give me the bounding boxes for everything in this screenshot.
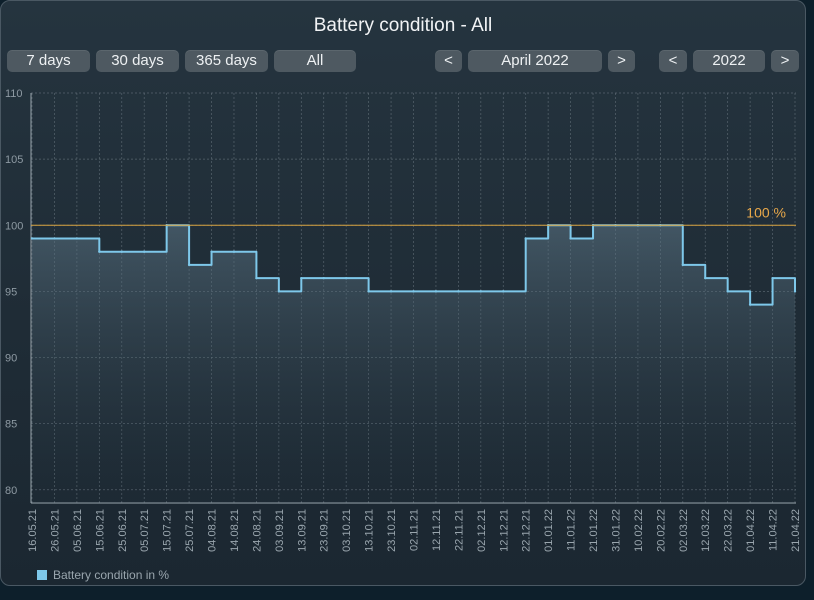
series-point: [232, 250, 236, 253]
year-prev-button[interactable]: <: [659, 50, 687, 72]
month-prev-button[interactable]: <: [435, 50, 462, 72]
x-tick-label: 01.01.22: [543, 509, 555, 552]
range-365-days-button[interactable]: 365 days: [185, 50, 268, 72]
legend-label: Battery condition in %: [53, 568, 170, 582]
legend-swatch: [37, 570, 47, 580]
x-tick-label: 23.10.21: [386, 509, 398, 552]
x-tick-label: 13.09.21: [296, 509, 308, 552]
series-point: [210, 250, 213, 253]
y-tick-label: 100: [5, 220, 23, 232]
x-tick-label: 24.08.21: [251, 509, 263, 552]
x-tick-label: 02.11.21: [409, 509, 421, 551]
y-tick-label: 80: [5, 485, 17, 497]
series-point: [704, 276, 707, 280]
series-point: [457, 290, 460, 293]
chart-legend: Battery condition in %: [37, 568, 169, 582]
series-point: [524, 237, 527, 240]
x-tick-label: 02.12.21: [476, 509, 488, 552]
x-tick-label: 15.06.21: [94, 509, 106, 552]
month-label: April 2022: [468, 50, 602, 72]
year-next-button[interactable]: >: [771, 50, 799, 72]
year-label: 2022: [693, 50, 765, 72]
series-point: [255, 276, 258, 280]
series-point: [187, 263, 191, 267]
series-point: [53, 237, 56, 240]
series-area: [32, 225, 795, 504]
x-tick-label: 20.02.22: [655, 509, 667, 552]
series-point: [120, 250, 123, 253]
x-tick-label: 12.11.21: [431, 509, 443, 551]
x-tick-label: 11.04.22: [768, 509, 780, 551]
series-point: [143, 250, 146, 253]
x-tick-label: 23.09.21: [319, 509, 331, 552]
series-point: [98, 250, 101, 253]
range-30-days-button[interactable]: 30 days: [96, 50, 179, 72]
x-tick-label: 03.09.21: [274, 509, 286, 552]
x-tick-label: 11.01.22: [566, 509, 578, 551]
series-point: [75, 237, 79, 240]
x-tick-label: 04.08.21: [207, 509, 219, 552]
series-point: [748, 303, 752, 306]
y-tick-label: 105: [5, 154, 23, 166]
x-tick-label: 05.07.21: [139, 509, 151, 552]
battery-condition-chart: 80 85 90 95 100 105 110 16.05.21 26.05.21 05.06.2…: [5, 88, 802, 552]
x-tick-label: 21.01.22: [588, 509, 600, 552]
series-point: [30, 237, 34, 240]
range-all-button[interactable]: All: [274, 50, 356, 72]
y-tick-label: 95: [5, 286, 17, 298]
x-tick-label: 14.08.21: [229, 509, 241, 552]
series-point: [367, 290, 370, 293]
range-7-days-button[interactable]: 7 days: [7, 50, 90, 72]
x-tick-label: 25.07.21: [184, 509, 196, 552]
x-tick-label: 25.06.21: [117, 509, 129, 552]
x-tick-label: 22.03.22: [723, 509, 735, 552]
x-tick-label: 22.12.21: [521, 509, 533, 552]
series-point: [412, 290, 415, 293]
x-tick-label: 13.10.21: [364, 509, 376, 552]
series-point: [300, 276, 303, 280]
x-tick-label: 01.04.22: [745, 509, 757, 552]
x-tick-label: 21.04.22: [790, 509, 802, 552]
x-tick-label: 15.07.21: [162, 509, 174, 552]
x-tick-label: 16.05.21: [27, 509, 39, 552]
x-tick-label: 10.02.22: [633, 509, 645, 552]
y-tick-label: 90: [5, 353, 17, 365]
x-tick-label: 03.10.21: [341, 509, 353, 552]
x-tick-label: 31.01.22: [610, 509, 622, 552]
x-tick-label: 05.06.21: [72, 509, 84, 552]
x-tick-label: 12.12.21: [498, 509, 510, 552]
x-tick-label: 02.03.22: [678, 509, 690, 552]
series-point: [389, 290, 393, 293]
series-point: [479, 290, 483, 293]
series-point: [502, 290, 505, 293]
series-point: [434, 290, 438, 293]
app-window: Battery condition - All 7 days 30 days 3…: [0, 0, 806, 586]
x-tick-label: 22.11.21: [453, 509, 465, 551]
page-title: Battery condition - All: [313, 15, 493, 36]
reference-label: 100 %: [746, 204, 786, 220]
y-tick-label: 85: [5, 419, 17, 431]
series-point: [322, 276, 325, 280]
series-point: [277, 290, 281, 293]
x-tick-label: 12.03.22: [700, 509, 712, 552]
y-tick-label: 110: [5, 88, 23, 100]
series-point: [344, 276, 348, 280]
series-point: [569, 237, 572, 240]
series-point: [771, 276, 774, 280]
series-point: [681, 263, 684, 267]
series-point: [726, 290, 729, 293]
series-point: [793, 290, 797, 293]
x-tick-label: 26.05.21: [49, 509, 61, 552]
month-next-button[interactable]: >: [608, 50, 635, 72]
